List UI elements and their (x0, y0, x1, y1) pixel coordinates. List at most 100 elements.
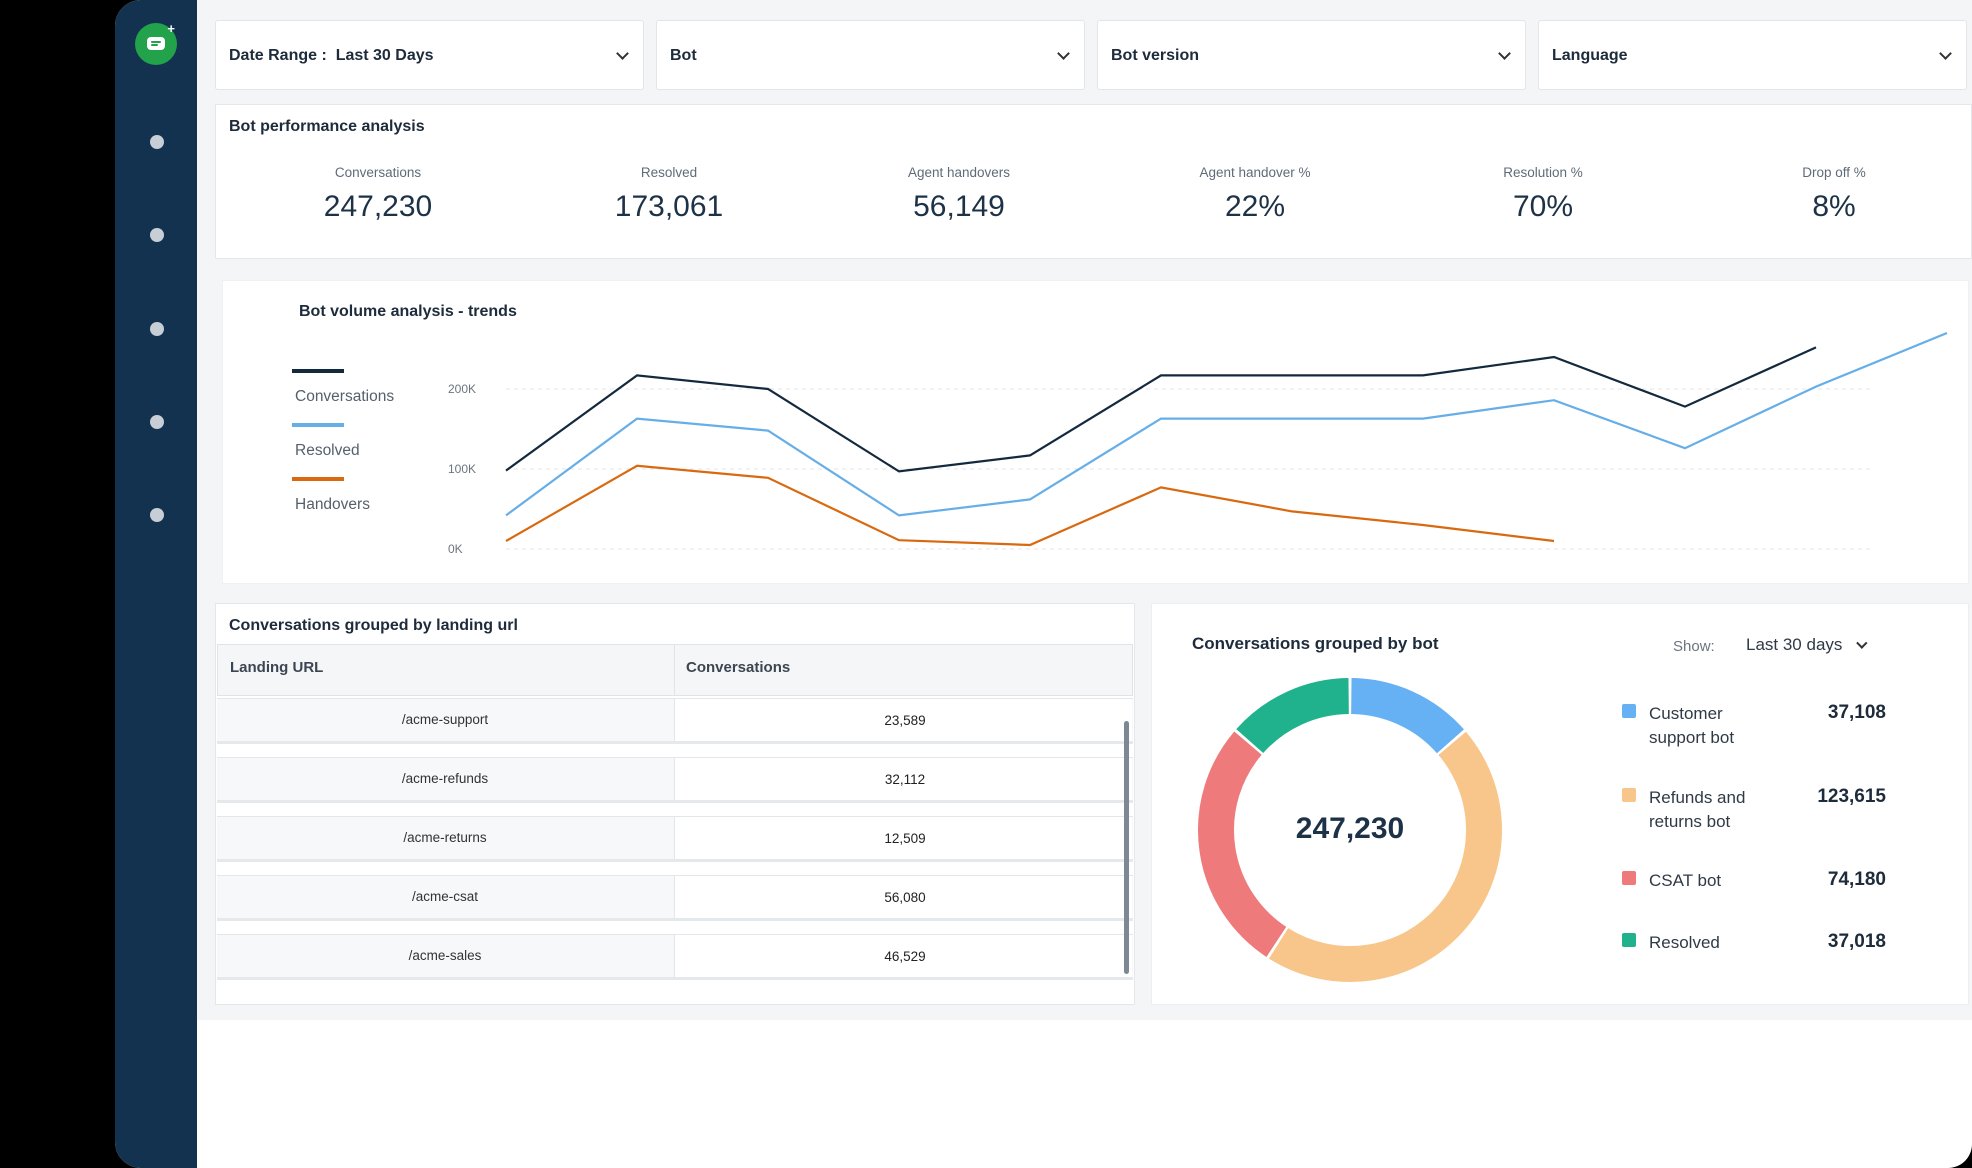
header-conversations: Conversations (686, 659, 791, 676)
bot-group-title: Conversations grouped by bot (1192, 634, 1439, 653)
legend-resolved: Resolved 37,018 (1622, 931, 1902, 957)
kpi-label: Resolved (640, 165, 698, 180)
nav-item-4[interactable] (150, 415, 164, 429)
cell-url: /acme-returns (403, 830, 487, 845)
table-scrollbar[interactable] (1124, 721, 1129, 974)
legend-label: Handovers (295, 496, 370, 513)
series-line-resolved (505, 331, 1948, 517)
show-period-value: Last 30 days (1746, 635, 1843, 654)
date-range-dropdown[interactable]: Date Range : Last 30 Days (215, 20, 644, 90)
table-header: Landing URL Conversations (217, 644, 1133, 696)
y-tick-label: 100K (448, 462, 476, 476)
nav-item-5[interactable] (150, 508, 164, 522)
legend-refunds-returns: Refunds and returns bot 123,615 (1622, 786, 1902, 836)
show-period-select[interactable]: Last 30 days (1746, 635, 1868, 655)
kpi-value: 56,149 (913, 190, 1005, 223)
trends-title: Bot volume analysis - trends (299, 303, 517, 320)
table-row[interactable]: /acme-csat 56,080 (217, 875, 1133, 921)
performance-card: Bot performance analysis Conversations 2… (215, 104, 1972, 259)
cell-url: /acme-sales (408, 948, 482, 963)
kpi-label: Agent handovers (907, 165, 1011, 180)
kpi-value: 247,230 (323, 190, 433, 223)
kpi-label: Agent handover % (1199, 165, 1311, 180)
kpi-agent-handover-pct: Agent handover % 22% (1145, 165, 1365, 224)
language-dropdown[interactable]: Language (1538, 20, 1967, 90)
kpi-value: 22% (1224, 190, 1286, 223)
bot-donut-chart (1198, 678, 1502, 982)
bot-dropdown[interactable]: Bot (656, 20, 1085, 90)
cell-url: /acme-csat (411, 889, 479, 904)
language-label: Language (1552, 47, 1628, 64)
legend-swatch (1622, 871, 1636, 885)
trends-chart: 0K 100K 200K Conversations Resolved Handovers (292, 331, 1948, 556)
legend-value: 37,018 (1827, 931, 1886, 952)
chevron-down-icon (616, 47, 629, 60)
chevron-down-icon (1939, 47, 1952, 60)
kpi-agent-handovers: Agent handovers 56,149 (849, 165, 1069, 224)
kpi-resolved: Resolved 173,061 (559, 165, 779, 224)
kpi-drop-off-pct: Drop off % 8% (1724, 165, 1944, 224)
kpi-label: Resolution % (1503, 165, 1583, 180)
date-range-label: Date Range : Last 30 Days (229, 47, 434, 64)
landing-url-card: Conversations grouped by landing url Lan… (215, 603, 1135, 1005)
legend-csat: CSAT bot 74,180 (1622, 869, 1902, 895)
bot-group-card: Conversations grouped by bot Show: Last … (1151, 603, 1969, 1005)
donut-slice (1350, 678, 1464, 754)
legend-value: 123,615 (1817, 786, 1886, 807)
sidebar: + (115, 0, 197, 1168)
legend-value: 74,180 (1827, 869, 1886, 890)
series-line-conversations (505, 346, 1817, 473)
chat-logo-icon[interactable]: + (135, 22, 177, 65)
legend-swatch (1622, 933, 1636, 947)
kpi-label: Drop off % (1802, 165, 1866, 180)
kpi-value: 8% (1812, 190, 1856, 223)
table-row[interactable]: /acme-refunds 32,112 (217, 757, 1133, 803)
legend-name: Resolved (1649, 933, 1720, 952)
nav-item-1[interactable] (150, 135, 164, 149)
legend-name: Refunds and returns bot (1649, 788, 1746, 831)
cell-count: 32,112 (884, 772, 926, 787)
table-row[interactable]: /acme-returns 12,509 (217, 816, 1133, 862)
donut-total: 247,230 (1295, 812, 1405, 845)
nav-item-3[interactable] (150, 322, 164, 336)
legend-label: Conversations (295, 388, 394, 405)
y-tick-label: 200K (448, 382, 476, 396)
legend-value: 37,108 (1827, 702, 1886, 723)
legend-label: Resolved (295, 442, 360, 459)
y-tick-label: 0K (448, 542, 463, 556)
donut-slice (1236, 678, 1350, 754)
performance-title: Bot performance analysis (229, 118, 425, 135)
cell-url: /acme-support (401, 712, 489, 727)
series-line-handovers (505, 464, 1555, 547)
header-landing-url: Landing URL (230, 659, 324, 676)
trends-card: Bot volume analysis - trends 0K 100K 200K C… (222, 280, 1969, 584)
kpi-value: 70% (1512, 190, 1574, 223)
legend-swatch (1622, 704, 1636, 718)
kpi-conversations: Conversations 247,230 (268, 165, 488, 224)
donut-slice (1269, 731, 1502, 982)
cell-url: /acme-refunds (401, 771, 489, 786)
chevron-down-icon (1856, 637, 1868, 649)
cell-count: 23,589 (884, 713, 926, 728)
table-row[interactable]: /acme-support 23,589 (217, 698, 1133, 744)
legend-swatch (1622, 788, 1636, 802)
legend-customer-support: Customer support bot 37,108 (1622, 702, 1902, 752)
cell-count: 46,529 (884, 949, 926, 964)
legend-name: Customer support bot (1649, 704, 1735, 747)
nav-item-2[interactable] (150, 228, 164, 242)
kpi-resolution-pct: Resolution % 70% (1433, 165, 1653, 224)
show-label: Show: (1673, 638, 1715, 655)
donut-slice (1198, 731, 1287, 957)
landing-url-title: Conversations grouped by landing url (229, 617, 518, 634)
table-row[interactable]: /acme-sales 46,529 (217, 934, 1133, 980)
bot-version-dropdown[interactable]: Bot version (1097, 20, 1526, 90)
chevron-down-icon (1498, 47, 1511, 60)
chevron-down-icon (1057, 47, 1070, 60)
legend-name: CSAT bot (1649, 871, 1722, 890)
kpi-label: Conversations (334, 165, 422, 180)
cell-count: 56,080 (884, 890, 926, 905)
bot-version-label: Bot version (1111, 47, 1200, 64)
kpi-value: 173,061 (614, 190, 724, 223)
app-window: + Date Range : Last 30 Days Bot Bot vers… (115, 0, 1972, 1168)
main-content: Date Range : Last 30 Days Bot Bot versio… (197, 0, 1972, 1020)
